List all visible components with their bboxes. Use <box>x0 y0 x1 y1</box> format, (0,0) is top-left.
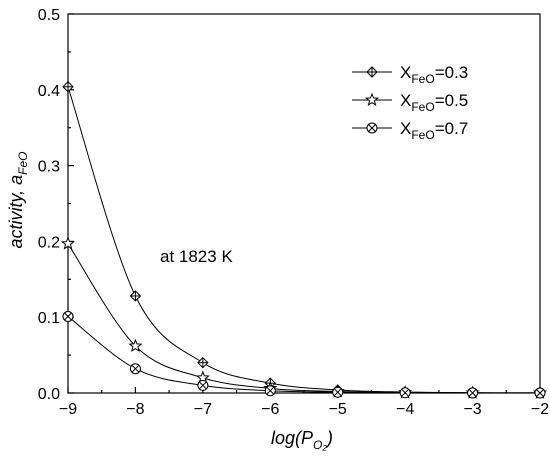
y-axis-label-sub: FeO <box>16 151 30 174</box>
x-tick-label: −2 <box>531 401 549 418</box>
x-tick-label: −9 <box>59 401 77 418</box>
legend-item: XFeO=0.3 <box>352 63 468 86</box>
y-tick-label: 0.3 <box>38 159 60 176</box>
legend-label: XFeO=0.7 <box>400 119 468 142</box>
legend-item: XFeO=0.7 <box>352 119 468 142</box>
x-axis-label: log(PO₂) <box>271 428 333 452</box>
data-point <box>467 387 479 399</box>
y-tick-label: 0.0 <box>38 386 60 403</box>
series-layer <box>60 81 548 399</box>
data-point <box>62 81 74 93</box>
legend-label: XFeO=0.5 <box>400 91 468 114</box>
data-point <box>264 385 276 397</box>
x-tick-label: −8 <box>126 401 144 418</box>
series-line <box>67 86 541 394</box>
data-point <box>366 66 378 78</box>
series-1 <box>62 81 546 399</box>
data-point <box>366 122 378 134</box>
legend-item: XFeO=0.5 <box>352 91 468 114</box>
legend-label: XFeO=0.3 <box>400 63 468 86</box>
data-point <box>197 356 209 369</box>
x-axis-label-sub: O₂ <box>313 438 327 452</box>
data-point <box>129 290 142 302</box>
data-point <box>197 379 209 391</box>
y-tick-label: 0.2 <box>38 234 60 251</box>
x-tick-label: −7 <box>194 401 212 418</box>
temperature-annotation: at 1823 K <box>160 247 233 266</box>
series-3 <box>62 310 546 399</box>
y-axis-label-main: activity, a <box>6 175 26 249</box>
data-point <box>60 236 76 250</box>
x-tick-label: −5 <box>329 401 347 418</box>
x-axis-label-close: ) <box>325 428 333 448</box>
data-point <box>129 363 141 375</box>
x-tick-label: −6 <box>261 401 279 418</box>
y-tick-label: 0.5 <box>38 7 60 24</box>
data-point <box>534 387 546 399</box>
data-point <box>399 387 411 399</box>
y-tick-label: 0.1 <box>38 310 60 327</box>
y-axis-label: activity, aFeO <box>6 151 30 248</box>
plot-frame <box>67 13 541 394</box>
y-tick-label: 0.4 <box>38 83 60 100</box>
x-tick-label: −3 <box>463 401 481 418</box>
x-tick-label: −4 <box>396 401 414 418</box>
legend: XFeO=0.3 XFeO=0.5 XFeO=0.7 <box>352 63 468 142</box>
x-axis-label-main: log(P <box>271 428 313 448</box>
series-line <box>67 316 541 394</box>
data-point <box>62 310 74 322</box>
axes: −9 −8 −7 −6 −5 −4 −3 −2 0.0 0.1 0.2 0.3 0.4 0.5 <box>38 7 549 418</box>
data-point <box>128 338 143 352</box>
data-point <box>332 386 344 398</box>
data-point <box>364 92 380 106</box>
